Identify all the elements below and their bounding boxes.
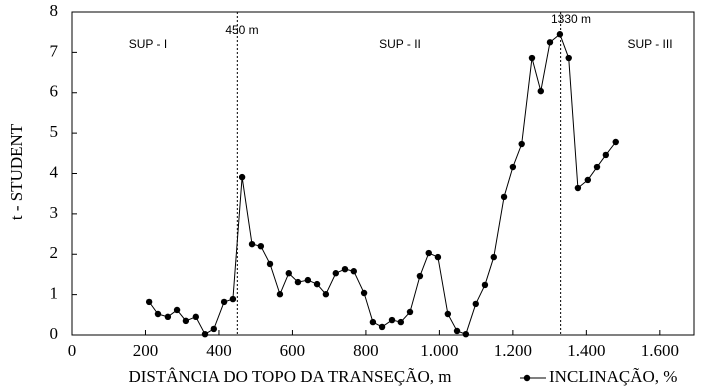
marker: [518, 140, 525, 148]
legend-marker: [523, 374, 531, 382]
annotation: SUP - II: [379, 37, 421, 51]
y-tick-label: 2: [50, 243, 59, 262]
y-tick-label: 3: [50, 203, 59, 222]
x-tick-label: 0: [68, 341, 77, 360]
marker: [546, 39, 554, 46]
x-tick-label: 1.600: [641, 341, 679, 360]
marker: [304, 276, 312, 284]
marker: [313, 280, 321, 288]
marker: [360, 289, 368, 297]
annotation: 450 m: [225, 23, 258, 37]
marker: [182, 317, 190, 325]
marker: [201, 330, 209, 338]
marker: [238, 173, 246, 181]
y-tick-label: 6: [50, 82, 59, 101]
marker: [388, 316, 396, 324]
marker: [173, 306, 181, 314]
marker: [294, 278, 302, 286]
y-tick-label: 0: [50, 324, 59, 343]
x-tick-label: 400: [206, 341, 232, 360]
marker: [164, 313, 172, 321]
marker: [145, 298, 153, 306]
marker: [266, 260, 274, 268]
y-tick-label: 8: [50, 1, 59, 20]
marker: [397, 318, 405, 326]
marker: [453, 327, 461, 335]
legend-label: INCLINAÇÃO, %: [549, 367, 677, 386]
x-axis-title: DISTÂNCIA DO TOPO DA TRANSEÇÃO, m: [128, 367, 451, 386]
marker: [612, 138, 619, 146]
marker: [481, 281, 489, 289]
marker: [602, 151, 610, 159]
marker: [500, 193, 508, 201]
marker: [341, 265, 349, 273]
y-tick-label: 5: [50, 122, 59, 141]
marker: [229, 295, 237, 303]
marker: [322, 291, 330, 298]
marker: [276, 291, 284, 298]
marker: [472, 300, 479, 308]
marker: [462, 330, 470, 338]
marker: [406, 308, 414, 316]
marker: [528, 54, 536, 62]
annotation: SUP - III: [627, 37, 672, 51]
marker: [556, 31, 564, 38]
plot-frame: [71, 11, 695, 336]
marker: [257, 242, 265, 250]
x-tick-label: 200: [133, 341, 159, 360]
marker: [378, 323, 386, 331]
marker: [220, 298, 228, 306]
x-tick-label: 1.400: [567, 341, 605, 360]
marker: [574, 184, 582, 192]
y-tick-label: 1: [50, 284, 59, 303]
line: [148, 33, 617, 335]
y-tick-label: 4: [50, 162, 59, 181]
marker: [192, 313, 200, 321]
marker: [332, 270, 339, 277]
marker: [490, 253, 497, 261]
marker: [210, 325, 218, 333]
marker: [584, 176, 592, 184]
x-tick-label: 600: [280, 341, 306, 360]
marker: [350, 268, 357, 275]
marker: [537, 87, 544, 95]
marker: [285, 270, 292, 277]
x-tick-label: 1.200: [494, 341, 532, 360]
marker: [248, 240, 256, 248]
annotation: 1330 m: [551, 12, 591, 26]
marker: [509, 163, 517, 171]
marker: [154, 310, 162, 318]
marker: [444, 310, 452, 318]
marker: [416, 272, 424, 280]
marker: [425, 249, 432, 257]
y-tick-label: 7: [50, 41, 59, 60]
marker: [369, 318, 377, 326]
y-axis-title: t - STUDENT: [7, 123, 26, 220]
marker: [593, 163, 601, 171]
marker: [434, 253, 442, 261]
x-tick-label: 1.000: [420, 341, 458, 360]
marker: [565, 54, 572, 62]
x-tick-label: 800: [353, 341, 379, 360]
annotation: SUP - I: [129, 37, 167, 51]
